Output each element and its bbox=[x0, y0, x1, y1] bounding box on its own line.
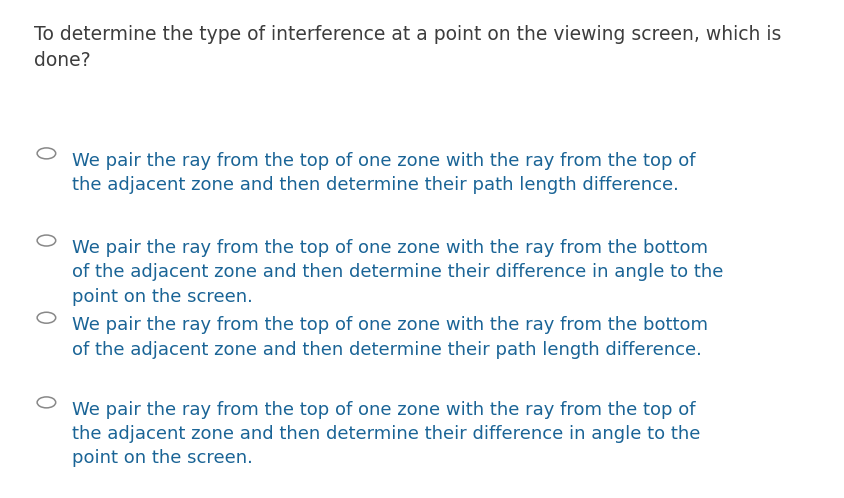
Text: We pair the ray from the top of one zone with the ray from the top of
the adjace: We pair the ray from the top of one zone… bbox=[72, 401, 701, 468]
Text: We pair the ray from the top of one zone with the ray from the bottom
of the adj: We pair the ray from the top of one zone… bbox=[72, 316, 708, 359]
Text: We pair the ray from the top of one zone with the ray from the top of
the adjace: We pair the ray from the top of one zone… bbox=[72, 152, 695, 194]
Text: To determine the type of interference at a point on the viewing screen, which is: To determine the type of interference at… bbox=[34, 25, 782, 70]
Text: We pair the ray from the top of one zone with the ray from the bottom
of the adj: We pair the ray from the top of one zone… bbox=[72, 239, 723, 306]
